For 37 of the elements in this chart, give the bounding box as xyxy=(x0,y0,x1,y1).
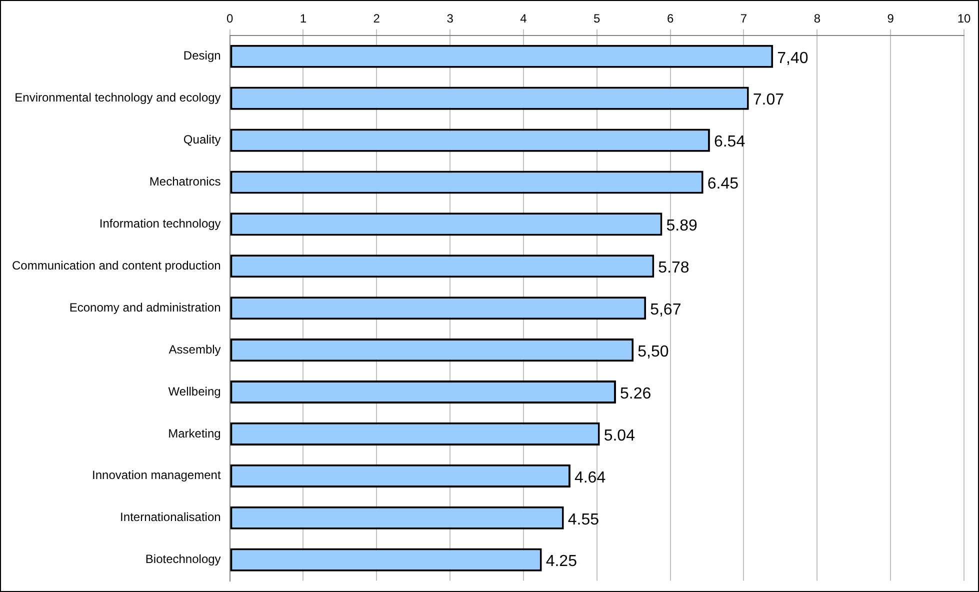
data-label: 7.07 xyxy=(752,92,784,109)
x-tick-label: 10 xyxy=(957,12,971,26)
x-tick-label: 6 xyxy=(666,12,674,26)
data-label: 4.64 xyxy=(574,469,606,486)
x-tick-label: 4 xyxy=(520,12,528,26)
x-tick-label: 0 xyxy=(226,12,234,26)
x-tick-label: 2 xyxy=(373,12,380,26)
data-label: 6.45 xyxy=(707,176,739,193)
y-tick-label: Mechatronics xyxy=(149,174,221,189)
y-tick-label: Communication and content production xyxy=(12,258,221,272)
y-tick-label: Wellbeing xyxy=(168,384,221,398)
x-tick-label: 8 xyxy=(814,12,821,26)
data-label: 4.25 xyxy=(546,553,578,570)
y-tick-label: Marketing xyxy=(168,426,221,440)
data-label: 5,67 xyxy=(650,302,682,319)
x-tick-label: 1 xyxy=(300,12,307,26)
x-tick-label: 9 xyxy=(887,12,894,26)
y-tick-label: Economy and administration xyxy=(69,300,221,314)
x-tick-label: 5 xyxy=(594,12,601,26)
data-label: 5.26 xyxy=(620,385,652,402)
data-label: 5,50 xyxy=(638,343,669,360)
data-label: 7,40 xyxy=(777,50,808,67)
y-tick-label: Environmental technology and ecology xyxy=(14,90,221,105)
data-label: 5.78 xyxy=(658,260,690,277)
data-label: 5.89 xyxy=(666,218,698,235)
y-tick-label: Information technology xyxy=(99,216,221,231)
y-tick-label: Biotechnology xyxy=(145,552,221,566)
x-tick-label: 7 xyxy=(740,12,748,26)
y-tick-label: Assembly xyxy=(168,342,221,356)
y-tick-label: Quality xyxy=(183,132,221,147)
data-label: 5.04 xyxy=(604,427,636,444)
y-tick-label: Internationalisation xyxy=(120,510,221,524)
x-tick-label: 3 xyxy=(446,12,454,26)
y-tick-label: Innovation management xyxy=(92,468,222,482)
data-label: 6.54 xyxy=(714,134,746,151)
y-tick-label: Design xyxy=(183,48,221,63)
data-label: 4.55 xyxy=(568,511,600,528)
